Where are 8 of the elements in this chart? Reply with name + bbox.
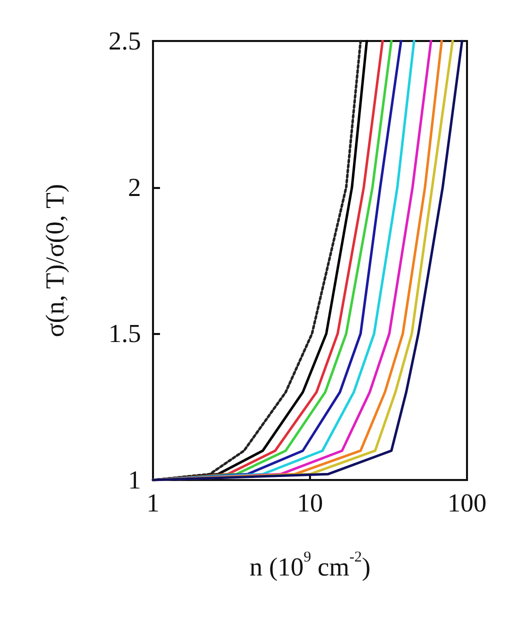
x-tick-label: 1 <box>146 488 160 518</box>
y-tick-label: 1 <box>128 466 141 494</box>
y-axis-title: σ(n, T)/σ(0, T) <box>40 184 70 338</box>
x-tick-label: 100 <box>448 488 486 518</box>
y-tick-label: 2.5 <box>108 26 141 56</box>
y-tick-label: 2 <box>128 172 141 202</box>
x-tick-label: 10 <box>297 488 323 518</box>
y-tick-label: 1.5 <box>108 319 141 348</box>
